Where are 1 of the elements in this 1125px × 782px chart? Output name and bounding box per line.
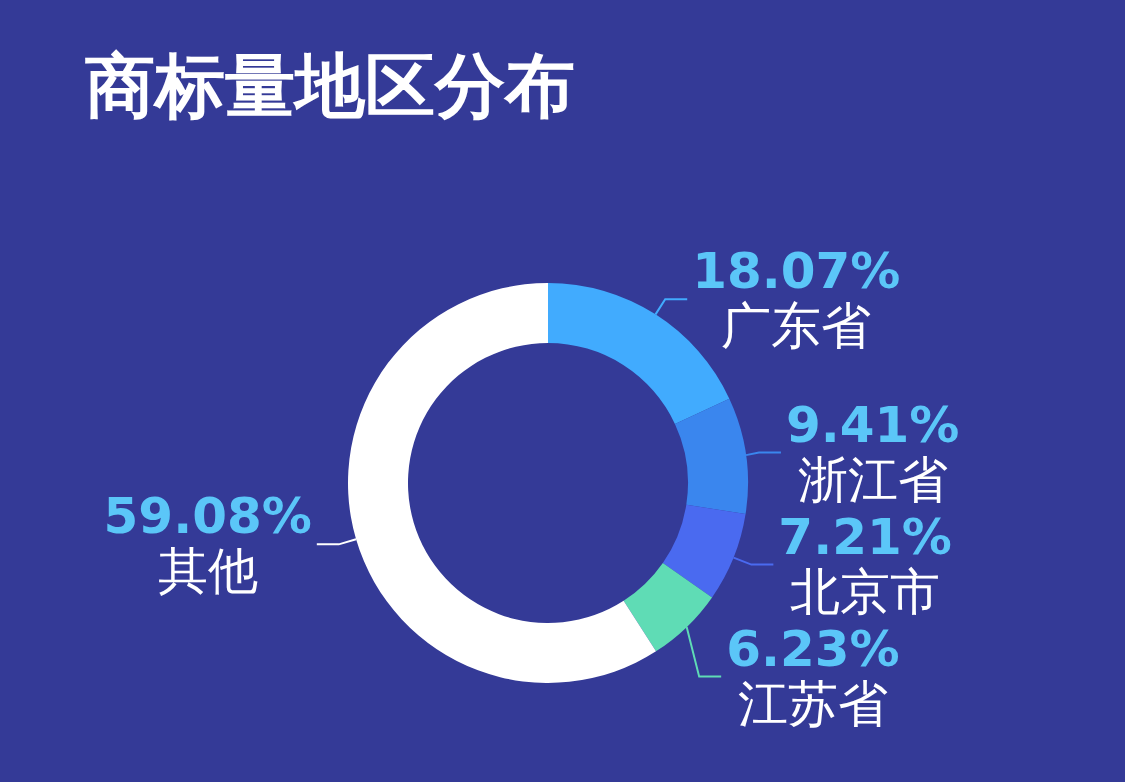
chart-title: 商标量地区分布 <box>85 45 575 127</box>
